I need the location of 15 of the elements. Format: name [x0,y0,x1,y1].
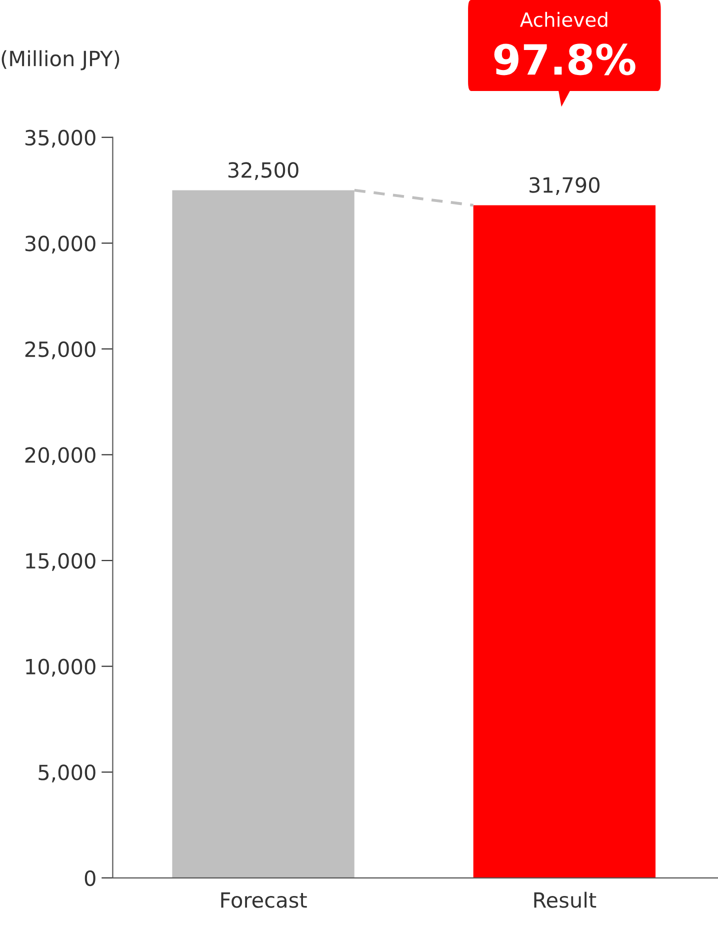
y-tick-label: 25,000 [25,341,96,360]
y-tick-label: 5,000 [38,764,96,782]
y-axis-title: (Million JPY) [2,50,120,70]
y-tick-label: 35,000 [25,130,96,148]
x-tick-label: Forecast [221,892,307,908]
text: 97.8% [494,44,636,76]
y-tick-label: 10,000 [26,658,96,677]
y-tick-label: 30,000 [25,236,96,254]
y-tick-label: 15,000 [26,552,96,571]
data-label: 32,500 [228,162,298,180]
text: Achieved [520,12,608,27]
data-label: 31,790 [530,177,600,196]
x-tick-label: Result [534,892,596,908]
y-tick-label: 20,000 [25,447,96,466]
y-tick-label: 0 [84,870,96,886]
